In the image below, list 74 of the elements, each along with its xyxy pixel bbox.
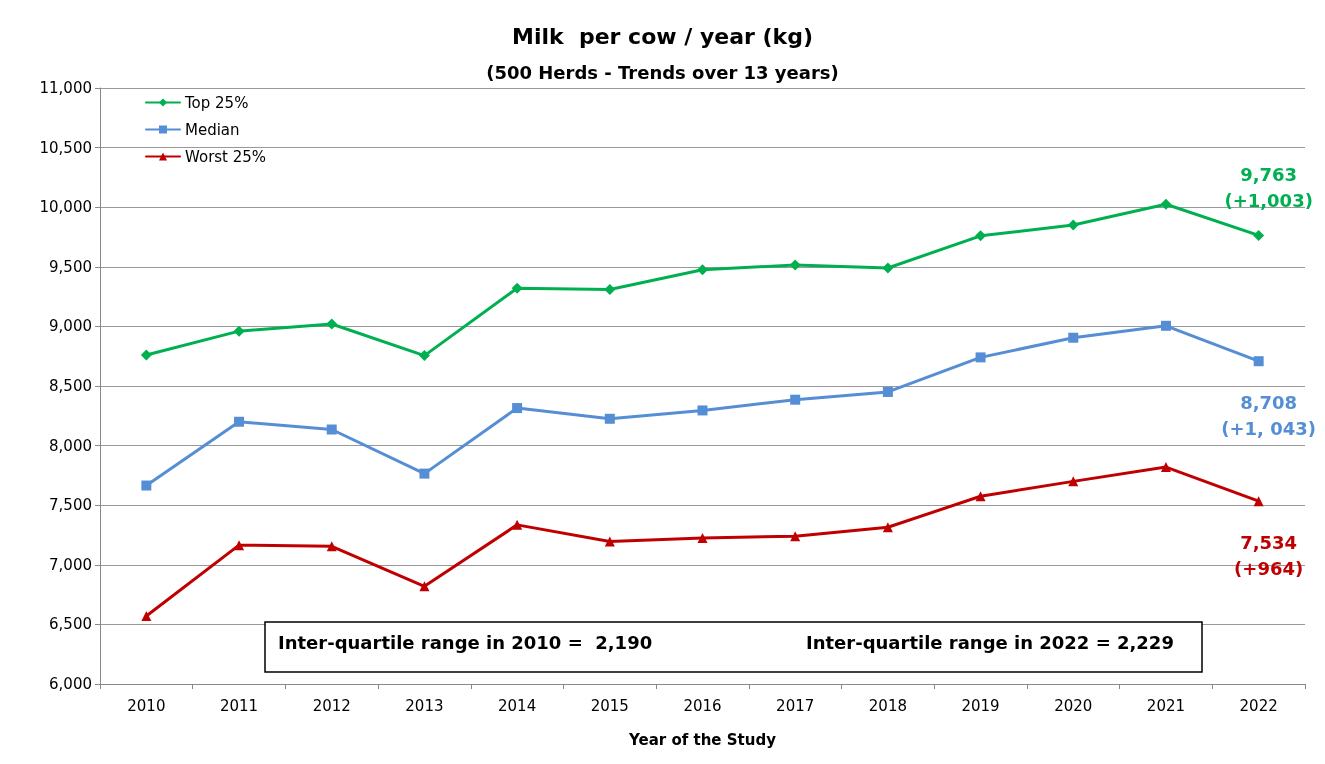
point: [1160, 198, 1172, 210]
annotation: 8,708 (+1, 043): [1221, 391, 1317, 439]
point: [790, 394, 801, 405]
y-tick-label: 10,000: [39, 198, 92, 217]
point: [1253, 496, 1264, 507]
annotation: Inter-quartile range in 2022 = 2,229: [806, 631, 1174, 653]
point: [789, 259, 801, 271]
point: [1160, 320, 1171, 331]
point: [1253, 356, 1264, 367]
chart-title: Milk per cow / year (kg): [511, 23, 814, 49]
point: [790, 531, 801, 542]
point: [419, 581, 430, 592]
point: [1160, 462, 1171, 473]
point: [604, 413, 615, 424]
y-tick-label: 11,000: [39, 79, 92, 97]
legend-label: Median: [185, 120, 240, 139]
x-tick-label: 2022: [1239, 696, 1278, 715]
x-tick-label: 2020: [1054, 696, 1093, 715]
y-tick-label: 6,000: [49, 675, 92, 693]
x-tick-label: 2019: [961, 696, 1000, 715]
point: [326, 318, 338, 330]
y-tick-label: 7,500: [49, 496, 92, 515]
point: [511, 282, 523, 294]
y-tick-label: 7,000: [49, 555, 92, 574]
point: [418, 350, 430, 362]
x-axis-title: Year of the Study: [628, 730, 777, 749]
y-tick-label: 8,000: [49, 436, 92, 455]
annotation: 7,534 (+964): [1234, 531, 1304, 579]
point: [697, 532, 708, 543]
point: [234, 540, 245, 551]
point: [882, 522, 893, 533]
point: [141, 480, 152, 491]
point: [512, 519, 523, 530]
legend-label: Worst 25%: [185, 147, 267, 166]
point: [326, 424, 337, 435]
point: [975, 352, 986, 363]
point: [697, 405, 708, 416]
y-tick-label: 10,500: [39, 138, 92, 157]
y-tick-label: 9,500: [49, 257, 92, 276]
point: [1068, 332, 1079, 343]
x-tick-label: 2012: [312, 696, 351, 715]
legend-label: Top 25%: [184, 93, 249, 112]
annotation: Inter-quartile range in 2010 = 2,190: [278, 631, 653, 653]
point: [233, 325, 245, 337]
y-tick-label: 6,500: [49, 615, 92, 634]
x-tick-label: 2016: [683, 696, 722, 715]
x-tick-label: 2013: [405, 696, 444, 715]
point: [975, 491, 986, 502]
point: [141, 611, 152, 622]
y-tick-label: 9,000: [49, 317, 92, 336]
point: [234, 416, 245, 427]
point: [1067, 219, 1079, 231]
x-tick-label: 2018: [868, 696, 907, 715]
chart-subtitle: (500 Herds - Trends over 13 years): [486, 61, 839, 83]
point: [326, 541, 337, 552]
point: [604, 536, 615, 547]
point: [512, 403, 523, 414]
point: [975, 230, 987, 242]
point: [1068, 476, 1079, 487]
point: [1253, 229, 1265, 241]
x-tick-label: 2017: [776, 696, 815, 715]
point: [882, 262, 894, 274]
point: [140, 349, 152, 361]
annotation: 9,763 (+1,003): [1224, 163, 1313, 211]
y-tick-label: 8,500: [49, 377, 92, 395]
point: [604, 283, 616, 295]
x-tick-label: 2014: [498, 696, 537, 715]
point: [882, 386, 893, 397]
point: [419, 468, 430, 479]
x-tick-label: 2011: [219, 696, 259, 715]
x-tick-label: 2010: [127, 696, 166, 715]
x-tick-label: 2021: [1146, 696, 1186, 715]
x-tick-label: 2015: [590, 696, 629, 715]
point: [697, 264, 708, 276]
